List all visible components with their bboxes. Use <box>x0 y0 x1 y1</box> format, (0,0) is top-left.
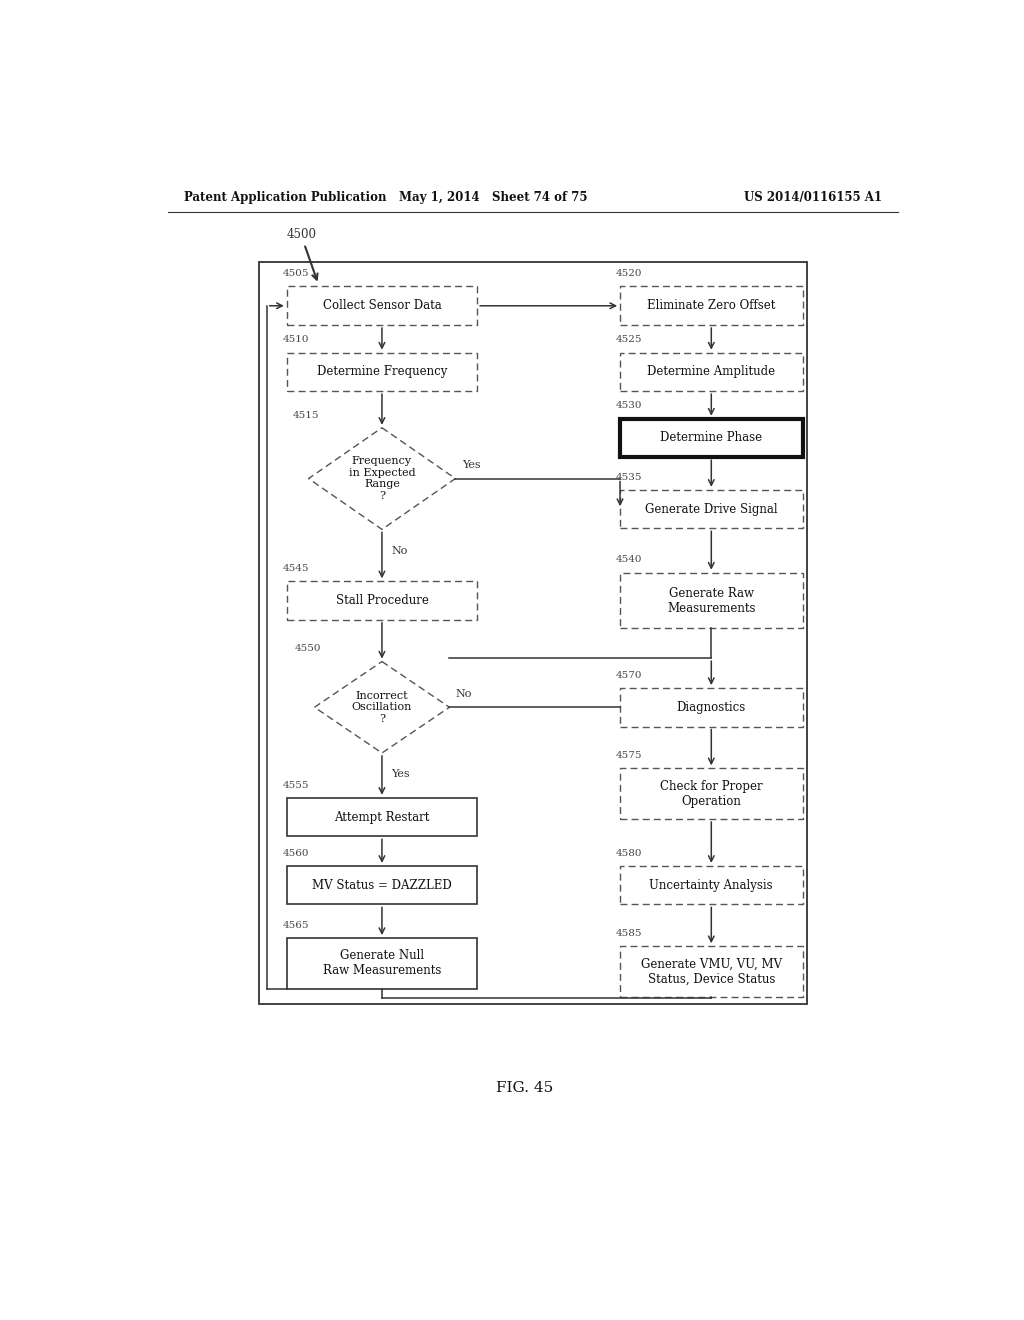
Text: Generate Raw
Measurements: Generate Raw Measurements <box>667 586 756 615</box>
Text: 4520: 4520 <box>616 269 643 279</box>
Text: US 2014/0116155 A1: US 2014/0116155 A1 <box>743 190 882 203</box>
Bar <box>620 866 803 904</box>
Text: 4570: 4570 <box>616 671 643 680</box>
Text: Collect Sensor Data: Collect Sensor Data <box>323 300 441 313</box>
Bar <box>620 352 803 391</box>
Text: Eliminate Zero Offset: Eliminate Zero Offset <box>647 300 775 313</box>
Bar <box>620 946 803 997</box>
Text: Yes: Yes <box>391 770 410 779</box>
Text: May 1, 2014   Sheet 74 of 75: May 1, 2014 Sheet 74 of 75 <box>398 190 588 203</box>
Text: 4515: 4515 <box>293 411 319 420</box>
Bar <box>620 573 803 628</box>
Text: 4540: 4540 <box>616 556 643 565</box>
Text: Generate VMU, VU, MV
Status, Device Status: Generate VMU, VU, MV Status, Device Stat… <box>641 957 782 986</box>
Bar <box>620 418 803 457</box>
Text: No: No <box>391 545 408 556</box>
Text: Attempt Restart: Attempt Restart <box>334 810 430 824</box>
Text: Generate Drive Signal: Generate Drive Signal <box>645 503 777 516</box>
Bar <box>620 490 803 528</box>
Bar <box>287 581 477 620</box>
Text: 4535: 4535 <box>616 473 643 482</box>
Bar <box>287 352 477 391</box>
Text: 4575: 4575 <box>616 751 643 760</box>
Text: 4580: 4580 <box>616 849 643 858</box>
Text: FIG. 45: FIG. 45 <box>497 1081 553 1096</box>
Polygon shape <box>314 661 450 752</box>
Text: Determine Amplitude: Determine Amplitude <box>647 366 775 379</box>
Text: Incorrect
Oscillation
?: Incorrect Oscillation ? <box>352 690 412 723</box>
Bar <box>287 286 477 325</box>
Text: 4525: 4525 <box>616 335 643 345</box>
Text: Stall Procedure: Stall Procedure <box>336 594 428 607</box>
Bar <box>287 797 477 837</box>
Text: 4530: 4530 <box>616 401 643 411</box>
Text: MV Status = DAZZLED: MV Status = DAZZLED <box>312 879 452 891</box>
Text: 4510: 4510 <box>283 335 309 345</box>
Text: Generate Null
Raw Measurements: Generate Null Raw Measurements <box>323 949 441 977</box>
Text: 4555: 4555 <box>283 780 309 789</box>
Text: Frequency
in Expected
Range
?: Frequency in Expected Range ? <box>348 457 416 502</box>
Text: 4585: 4585 <box>616 929 643 939</box>
Text: Yes: Yes <box>462 461 480 470</box>
Text: 4565: 4565 <box>283 921 309 929</box>
Text: Determine Phase: Determine Phase <box>660 432 762 445</box>
Bar <box>620 768 803 818</box>
Bar <box>287 866 477 904</box>
Text: 4560: 4560 <box>283 849 309 858</box>
Text: 4500: 4500 <box>287 228 316 242</box>
Bar <box>620 286 803 325</box>
Text: Patent Application Publication: Patent Application Publication <box>183 190 386 203</box>
Text: No: No <box>456 689 472 700</box>
Bar <box>287 939 477 989</box>
Text: Diagnostics: Diagnostics <box>677 701 745 714</box>
Polygon shape <box>308 428 456 529</box>
Text: Determine Frequency: Determine Frequency <box>316 366 447 379</box>
Text: 4505: 4505 <box>283 269 309 279</box>
Text: 4550: 4550 <box>295 644 322 653</box>
Bar <box>259 263 807 1005</box>
Text: Uncertainty Analysis: Uncertainty Analysis <box>649 879 773 891</box>
Text: Check for Proper
Operation: Check for Proper Operation <box>660 780 763 808</box>
Text: 4545: 4545 <box>283 564 309 573</box>
Bar <box>620 688 803 726</box>
